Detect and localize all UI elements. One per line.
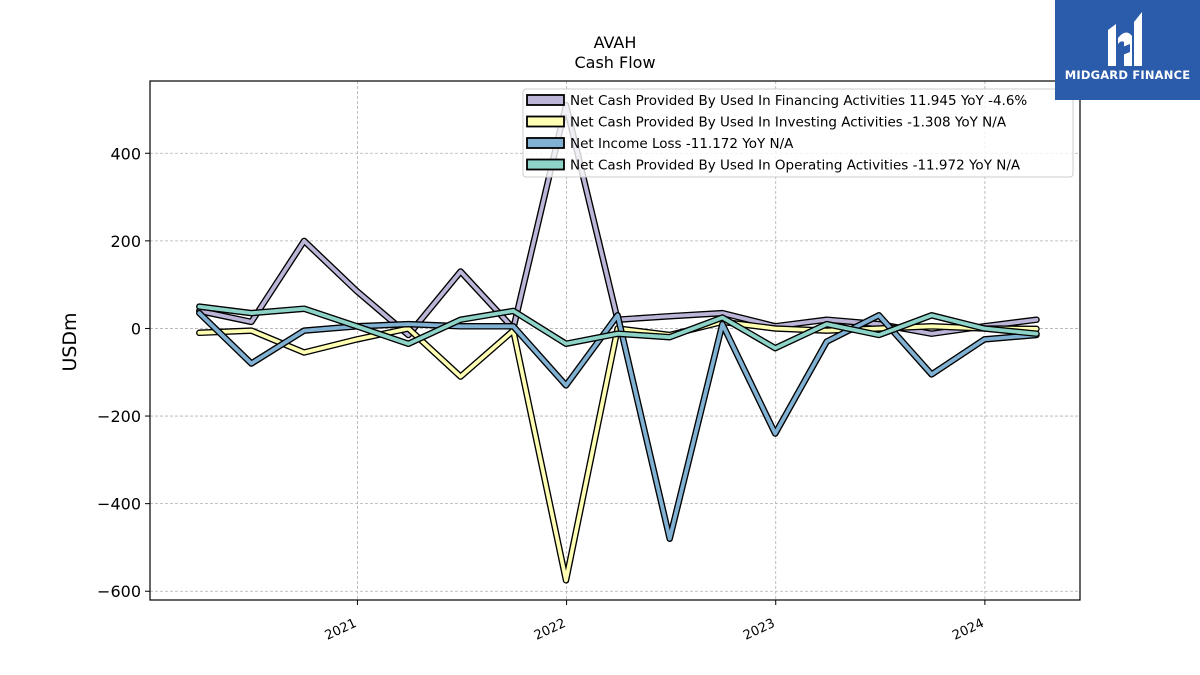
series-line-1 bbox=[196, 318, 1040, 584]
series-layer bbox=[196, 101, 1040, 584]
y-tick-label: 0 bbox=[131, 319, 141, 338]
y-tick-label: 200 bbox=[110, 232, 141, 251]
series-line-stroke bbox=[197, 304, 1039, 351]
legend-box bbox=[522, 88, 1074, 178]
plot-frame bbox=[149, 80, 1081, 601]
chart-subtitle: Cash Flow bbox=[574, 53, 655, 72]
legend-label: Net Cash Provided By Used In Investing A… bbox=[570, 115, 1007, 131]
y-axis-label: USDm bbox=[59, 312, 81, 371]
midgard-logo-icon bbox=[1108, 12, 1142, 66]
series-line-stroke bbox=[197, 319, 1039, 583]
series-line-3 bbox=[196, 303, 1040, 352]
legend[interactable]: Net Cash Provided By Used In Financing A… bbox=[522, 88, 1074, 178]
legend-swatch bbox=[526, 137, 565, 149]
series-line-2 bbox=[196, 309, 1040, 542]
x-tick-label: 2023 bbox=[741, 616, 777, 644]
legend-swatch bbox=[526, 115, 565, 128]
x-tick-label: 2024 bbox=[950, 616, 986, 644]
series-line-stroke bbox=[197, 311, 1039, 541]
y-tick-label: −400 bbox=[97, 495, 141, 514]
series-line-outline bbox=[196, 318, 1040, 584]
x-tick-label: 2021 bbox=[323, 616, 359, 644]
brand-name: MIDGARD FINANCE bbox=[1064, 68, 1191, 82]
y-tick-label: −200 bbox=[97, 407, 141, 426]
legend-swatch bbox=[526, 94, 565, 106]
legend-label: Net Cash Provided By Used In Operating A… bbox=[570, 158, 1021, 174]
chart-title: AVAH bbox=[594, 33, 637, 52]
legend-label: Net Income Loss -11.172 YoY N/A bbox=[570, 136, 794, 152]
legend-swatch bbox=[526, 158, 565, 171]
legend-label: Net Cash Provided By Used In Financing A… bbox=[570, 93, 1027, 109]
y-tick-label: −600 bbox=[97, 582, 141, 601]
x-tick-label: 2022 bbox=[532, 616, 568, 644]
brand-logo: MIDGARD FINANCE bbox=[1055, 0, 1200, 100]
y-tick-label: 400 bbox=[110, 144, 141, 163]
